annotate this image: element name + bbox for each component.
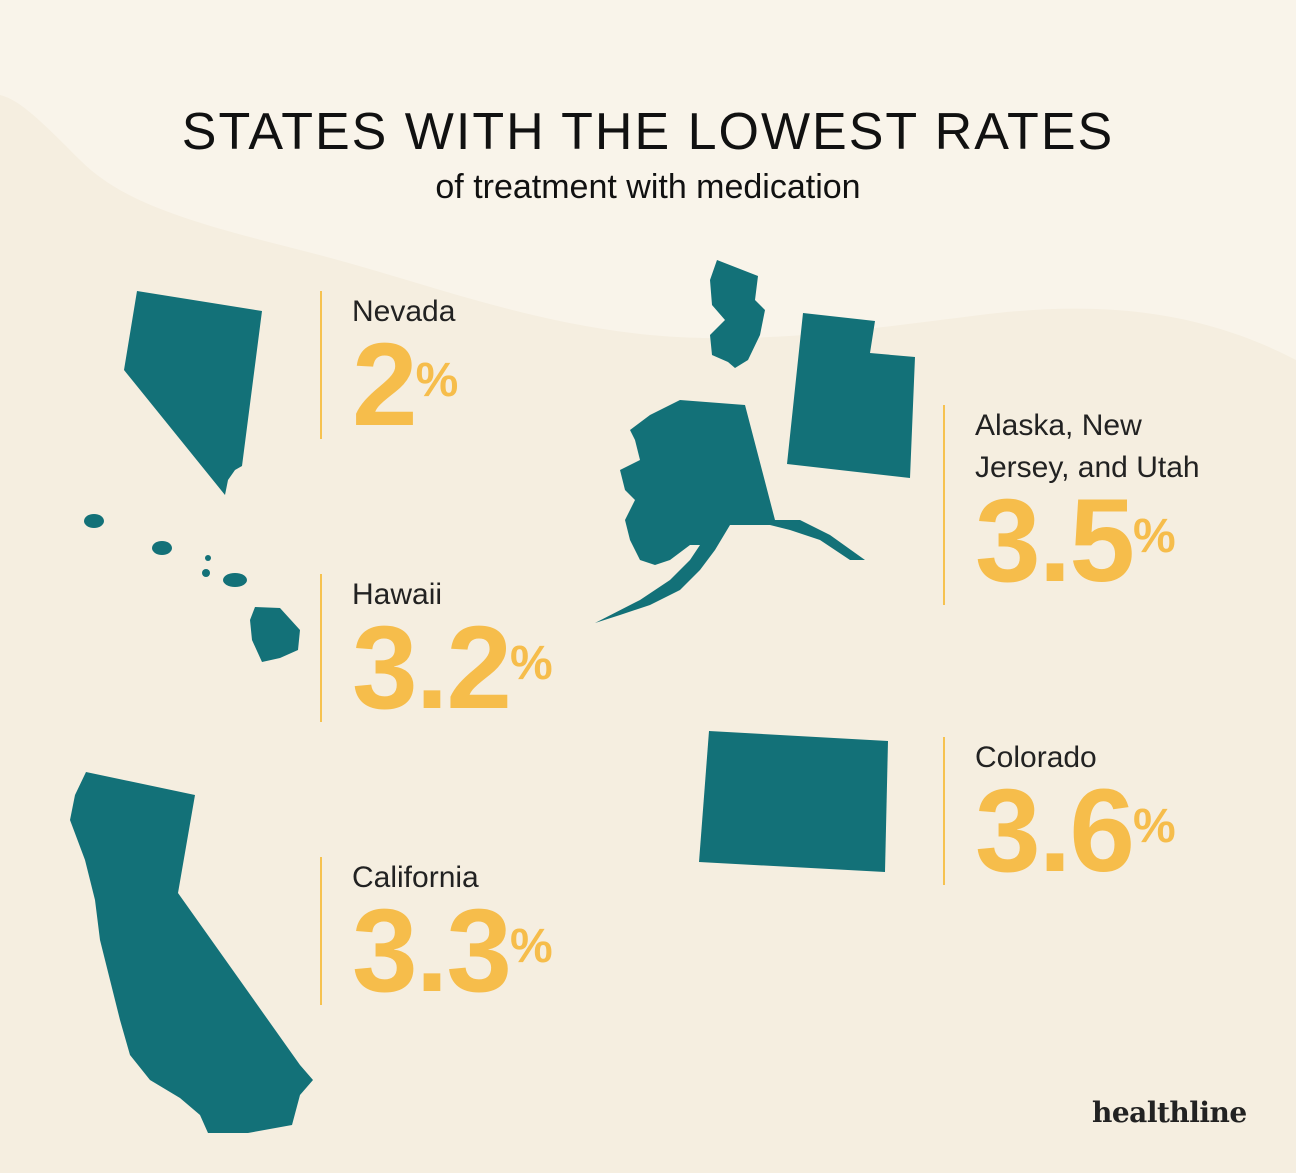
hawaii-map [84, 514, 300, 662]
page-subtitle: of treatment with medication [435, 168, 861, 206]
percent-sign: % [1133, 510, 1176, 563]
state-name: Nevada [352, 295, 456, 328]
rate-value: 3.6% [975, 765, 1176, 897]
stat-alaska-new-jersey-utah: Alaska, New Jersey, and Utah 3.5% [943, 405, 1200, 605]
alaska-map [595, 400, 865, 623]
stat-california: California 3.3% [320, 857, 553, 1017]
rate-value: 3.2% [352, 602, 553, 734]
stat-colorado: Colorado 3.6% [943, 737, 1176, 897]
rate-value: 3.5% [975, 475, 1176, 607]
california-map [70, 772, 313, 1133]
percent-sign: % [415, 354, 459, 407]
state-name: California [352, 861, 479, 894]
percent-sign: % [510, 637, 553, 690]
new-jersey-map [710, 260, 765, 368]
stat-hawaii: Hawaii 3.2% [320, 574, 553, 734]
rate-value: 3.3% [352, 885, 553, 1017]
healthline-logo: healthline [1092, 1096, 1247, 1129]
rate-value: 2% [352, 319, 459, 451]
state-name: Colorado [975, 741, 1097, 774]
utah-map [787, 313, 915, 478]
state-name-line2: Jersey, and Utah [975, 451, 1200, 484]
state-name-line1: Alaska, New [975, 409, 1142, 442]
nevada-map [124, 291, 262, 495]
percent-sign: % [510, 920, 553, 973]
colorado-map [699, 731, 888, 872]
state-name: Hawaii [352, 578, 443, 611]
percent-sign: % [1133, 800, 1176, 853]
page-title: STATES WITH THE LOWEST RATES [181, 103, 1115, 161]
stat-nevada: Nevada 2% [320, 291, 459, 451]
